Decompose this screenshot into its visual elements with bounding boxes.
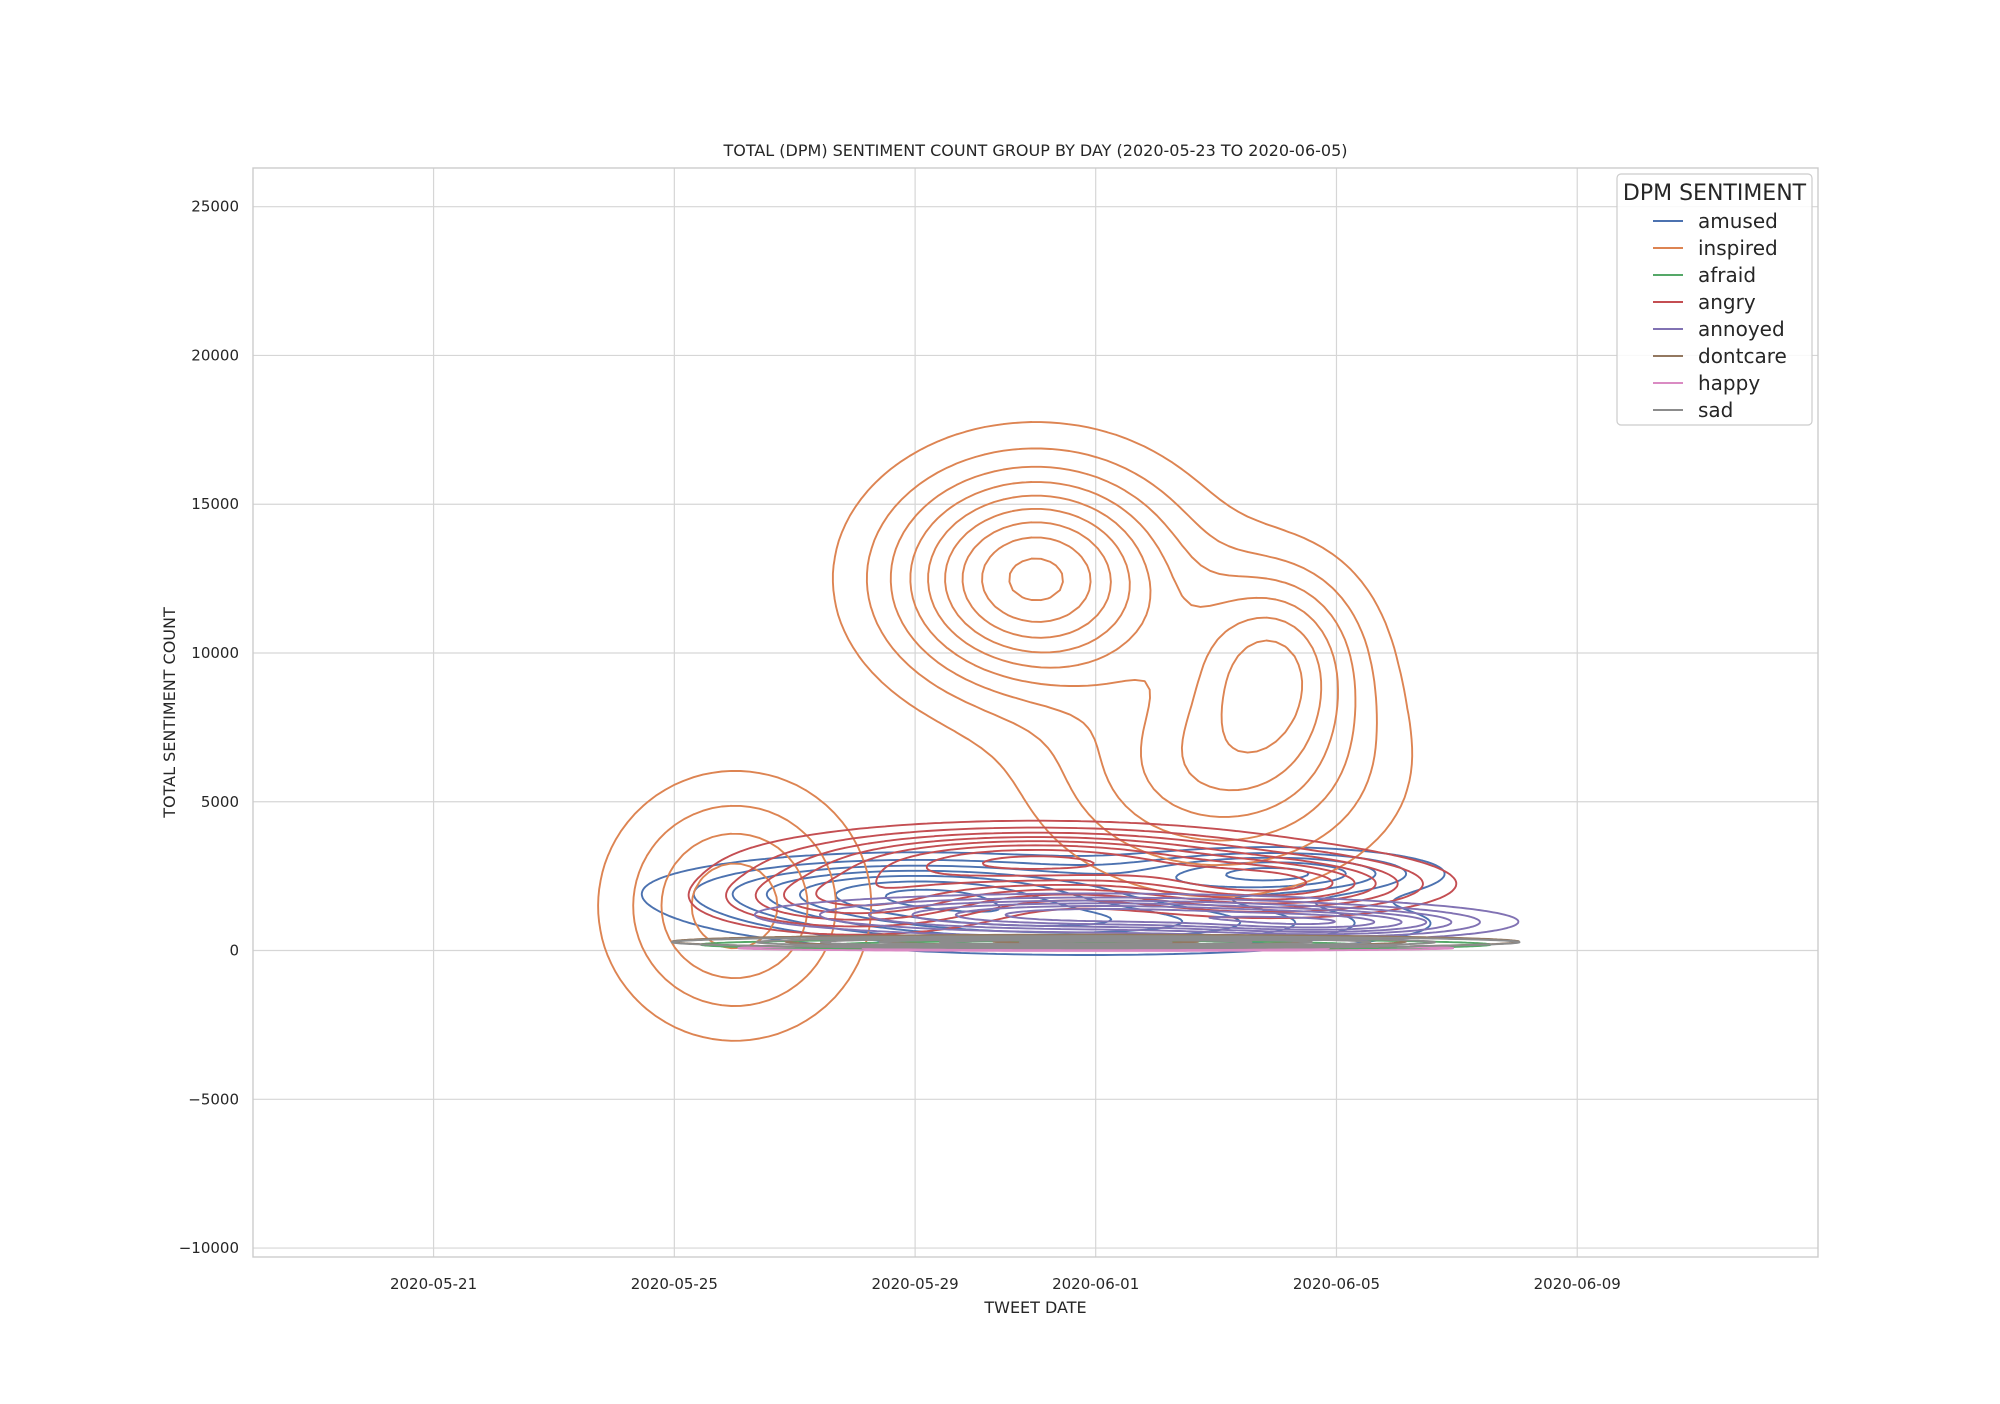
- y-tick-label: 0: [229, 942, 239, 960]
- contour-inspired: [1008, 557, 1064, 602]
- y-tick-label: 5000: [201, 793, 239, 811]
- contour-angry: [754, 831, 1399, 921]
- contour-sad: [938, 939, 1253, 946]
- contour-inspired: [981, 536, 1092, 623]
- y-tick-label: −5000: [188, 1090, 239, 1108]
- y-tick-label: 15000: [191, 495, 239, 513]
- legend-label-amused: amused: [1698, 209, 1778, 233]
- x-tick-label: 2020-05-21: [390, 1275, 477, 1293]
- contour-sad: [670, 935, 1521, 950]
- contour-annoyed: [868, 899, 1453, 936]
- contour-angry: [687, 819, 1458, 936]
- y-tick-label: −10000: [179, 1239, 239, 1257]
- legend-title: DPM SENTIMENT: [1623, 181, 1807, 206]
- plot-frame: [252, 167, 1819, 1258]
- x-tick-label: 2020-06-01: [1052, 1275, 1139, 1293]
- contour-annoyed: [954, 905, 1403, 931]
- grid-lines: [253, 168, 1818, 1257]
- legend-label-angry: angry: [1698, 290, 1756, 314]
- legend-box: [1616, 173, 1813, 426]
- y-tick-label: 10000: [191, 644, 239, 662]
- legend-label-annoyed: annoyed: [1698, 317, 1785, 341]
- x-tick-label: 2020-05-25: [631, 1275, 718, 1293]
- legend-label-inspired: inspired: [1698, 236, 1778, 260]
- series-inspired-contours: [597, 421, 1414, 1042]
- x-tick-label: 2020-06-09: [1534, 1275, 1621, 1293]
- legend-label-afraid: afraid: [1698, 263, 1756, 287]
- y-tick-label: 25000: [191, 198, 239, 216]
- axes: 2020-05-21 2020-05-25 2020-05-29 2020-06-01…: [160, 141, 1819, 1317]
- contour-inspired: [927, 494, 1323, 792]
- legend-label-dontcare: dontcare: [1698, 344, 1787, 368]
- contour-inspired: [961, 521, 1112, 639]
- x-tick-label: 2020-05-29: [872, 1275, 959, 1293]
- contour-layer: [597, 421, 1521, 1042]
- x-tick-label: 2020-06-05: [1293, 1275, 1380, 1293]
- y-tick-label: 20000: [191, 346, 239, 364]
- contour-annoyed: [1004, 908, 1376, 929]
- legend-label-sad: sad: [1698, 398, 1733, 422]
- legend-label-happy: happy: [1698, 371, 1760, 395]
- contour-inspired: [632, 447, 1378, 1007]
- chart-title: TOTAL (DPM) SENTIMENT COUNT GROUP BY DAY…: [722, 141, 1347, 160]
- contour-angry: [981, 855, 1095, 870]
- contour-annoyed: [911, 902, 1428, 933]
- series-sad-contours: [670, 935, 1521, 950]
- contour-annoyed: [1208, 915, 1336, 926]
- x-axis-label: TWEET DATE: [983, 1298, 1086, 1317]
- legend: DPM SENTIMENT amused inspired afraid angry an…: [1616, 173, 1813, 426]
- contour-inspired: [660, 465, 1357, 980]
- contour-inspired: [944, 507, 1304, 754]
- contour-sad: [1018, 940, 1173, 945]
- contour-angry: [925, 848, 1308, 892]
- y-axis-label: TOTAL SENTIMENT COUNT: [160, 607, 179, 819]
